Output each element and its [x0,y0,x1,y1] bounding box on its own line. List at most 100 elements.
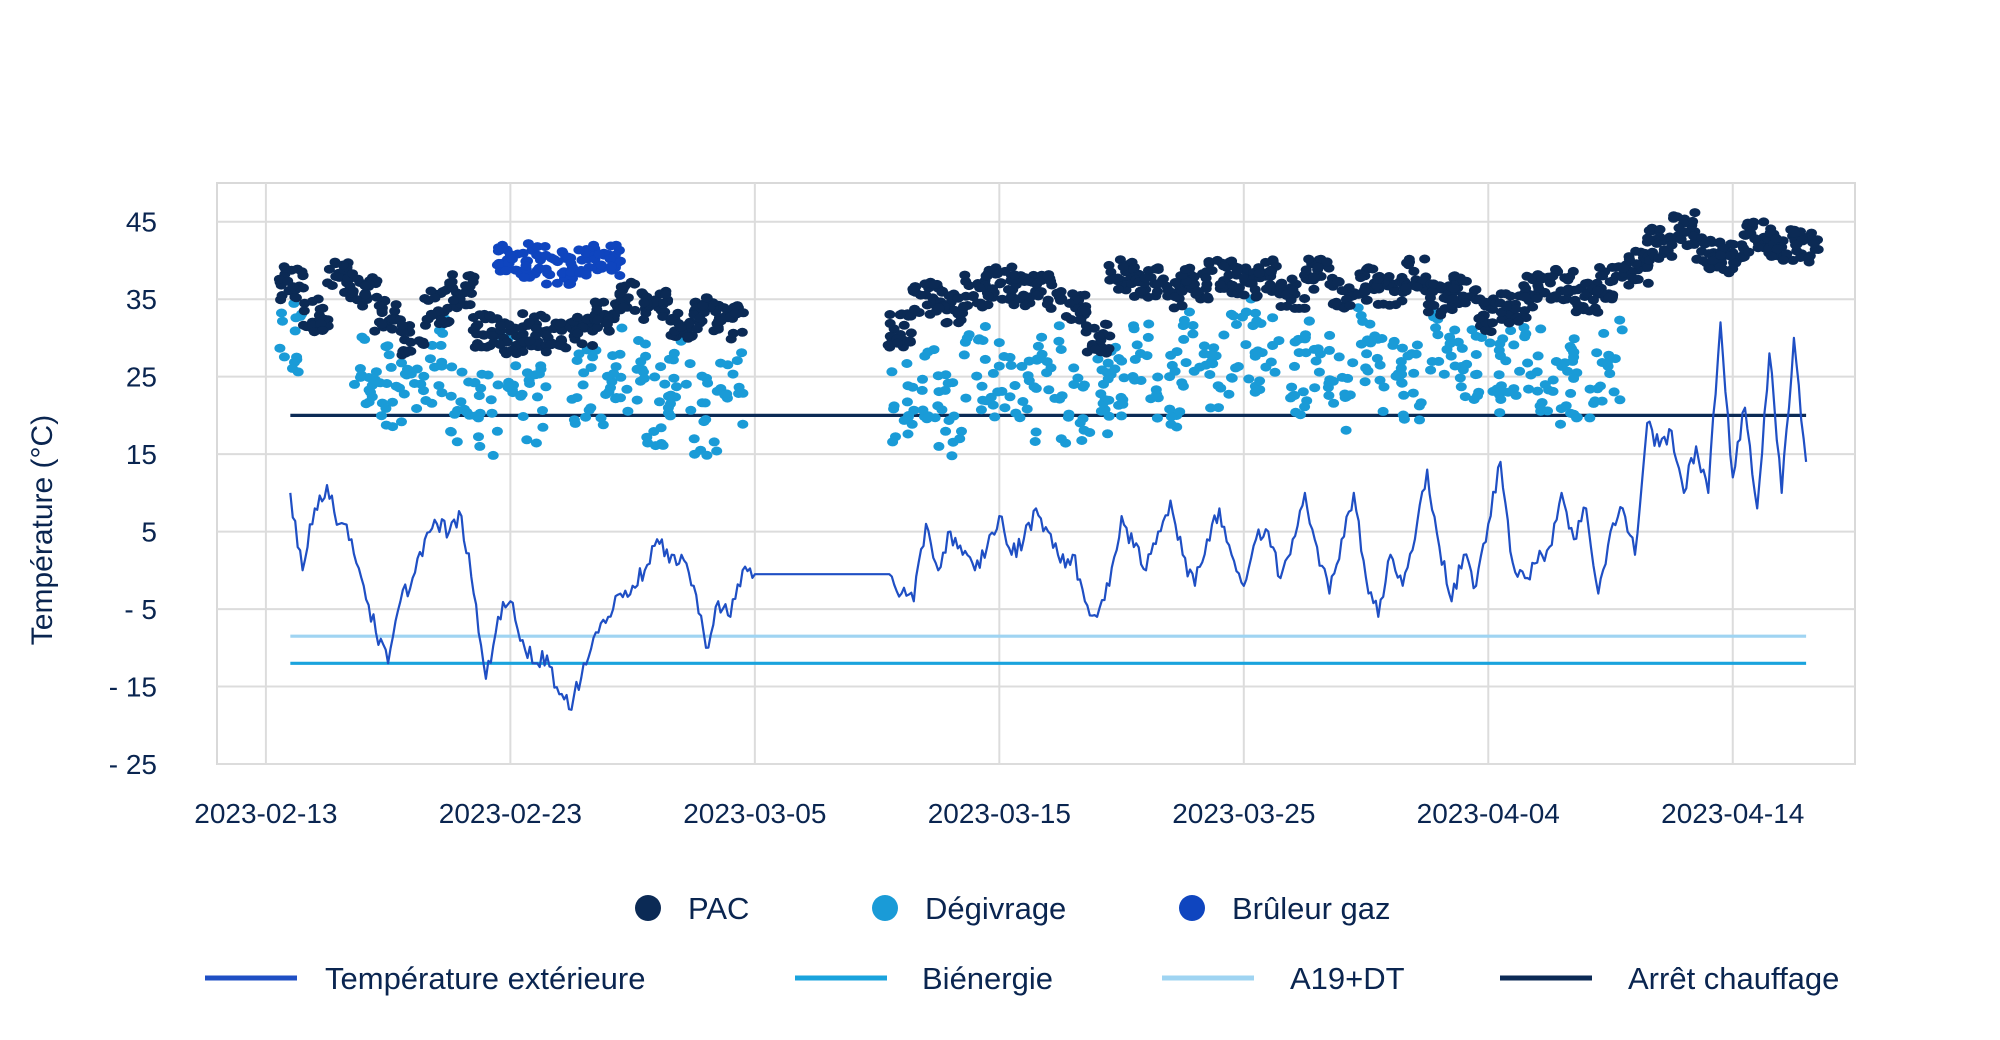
data-point [436,388,448,398]
data-point [1513,316,1524,326]
data-point [1565,388,1577,398]
data-point [291,352,303,362]
data-point [608,369,620,379]
data-point [1250,308,1261,318]
data-point [943,291,955,301]
data-point [907,382,919,392]
data-point [884,310,896,319]
data-point [1435,310,1447,320]
data-point [1414,415,1425,425]
data-point [1180,358,1192,368]
data-point [956,426,967,436]
data-point [1179,265,1191,274]
data-point [1029,437,1041,446]
data-point [633,336,645,345]
data-point [1479,297,1491,307]
data-point [447,270,458,280]
data-point [1555,419,1566,429]
data-point [1424,293,1436,303]
data-point [659,379,671,389]
data-point [445,391,457,401]
data-point [322,278,334,288]
data-point [1177,381,1189,391]
data-point [1715,250,1727,260]
data-point [682,332,694,341]
data-point [1152,372,1164,382]
data-point [539,242,551,251]
data-point [1303,254,1315,264]
data-point [1571,413,1583,423]
data-point [541,279,552,289]
data-point [1572,300,1584,310]
data-point [884,318,896,328]
series-line-temperature-exterieure [289,321,1808,711]
data-point [597,420,609,430]
data-point [289,326,301,336]
data-point [971,371,983,381]
data-point [614,271,626,280]
data-point [922,347,934,357]
data-point [1063,409,1075,419]
data-point [409,379,420,388]
data-point [545,340,557,350]
data-point [1254,376,1266,386]
data-point [882,340,894,350]
x-tick-label: 2023-04-04 [1417,798,1560,829]
legend-marker [1179,895,1205,921]
data-point [622,406,634,416]
data-point [506,254,518,264]
data-point [1300,265,1312,275]
data-point [333,272,345,282]
data-point [1198,341,1210,351]
data-point [530,438,542,448]
data-point [1018,290,1030,300]
data-point [1064,298,1076,308]
data-point [1032,341,1044,351]
data-point [1074,315,1086,325]
data-point [548,255,560,264]
data-point [418,371,430,381]
data-point [1653,253,1665,263]
data-point [1178,315,1190,325]
data-point [1520,329,1532,339]
data-point [1723,268,1735,278]
data-point [517,412,529,421]
data-point [360,290,371,300]
data-point [1178,334,1190,344]
data-point [1360,295,1372,305]
data-point [655,439,667,448]
data-point [587,341,598,350]
data-point [642,438,654,448]
data-point [1208,343,1220,353]
data-point [1053,321,1065,331]
data-point [1113,284,1124,294]
data-point [469,342,481,352]
data-point [595,260,607,270]
data-point [702,378,714,388]
data-point [992,387,1004,397]
data-point [1428,300,1440,310]
data-point [1525,370,1537,380]
data-point [485,395,497,405]
data-point [1603,350,1615,360]
data-point [993,338,1005,348]
data-point [1065,315,1077,324]
data-point [668,348,680,358]
data-point [1171,422,1183,432]
data-point [1330,297,1342,307]
data-point [973,334,985,344]
data-point [1176,301,1188,311]
data-point [1128,324,1140,334]
data-point [1374,375,1386,385]
data-point [585,363,597,373]
data-point [1419,254,1431,264]
data-point [1654,224,1666,234]
data-point [1608,387,1620,397]
data-point [376,411,387,421]
series-bruleur-gaz [491,239,626,289]
x-tick-label: 2023-02-13 [194,798,337,829]
data-point [494,340,506,349]
data-point [631,395,643,405]
data-point [486,331,498,340]
data-point [1470,370,1482,380]
